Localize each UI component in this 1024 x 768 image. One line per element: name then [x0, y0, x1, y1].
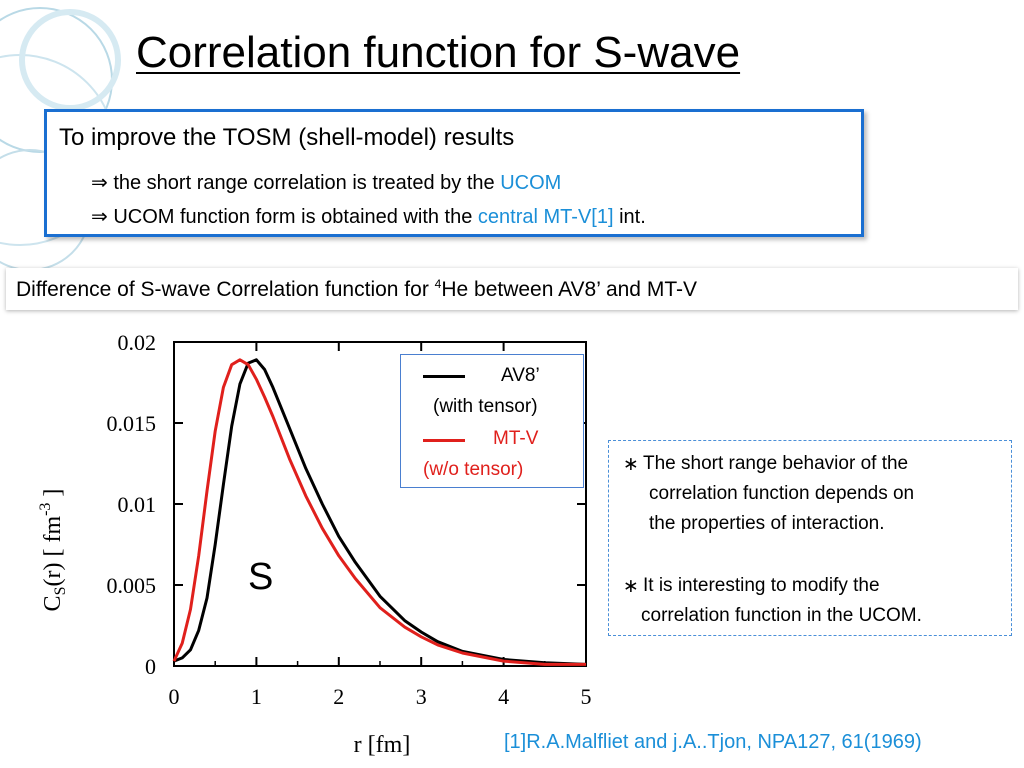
legend-label-mtv: MT-V: [493, 428, 539, 449]
summary-line-3-text: ⇒ UCOM function form is obtained with th…: [91, 206, 478, 228]
y-label-end: ]: [40, 489, 66, 503]
note-2-line-2: correlation function in the UCOM.: [641, 605, 922, 626]
y-tick-label: 0.005: [107, 573, 157, 598]
x-tick-label: 2: [333, 684, 344, 709]
summary-box: To improve the TOSM (shell-model) result…: [44, 109, 864, 237]
y-label-sup: -3: [37, 503, 54, 516]
note-1-line-1: The short range behavior of the: [643, 453, 909, 474]
subtitle-suffix: He between AV8’ and MT-V: [441, 278, 697, 301]
series-line-0: [173, 358, 587, 666]
legend-swatch-mtv: [423, 439, 465, 442]
y-label-sub: S: [52, 587, 69, 596]
legend-sublabel-av8: (with tensor): [433, 396, 538, 417]
note-1-line-2: correlation function depends on: [649, 483, 915, 504]
ucom-highlight: UCOM: [500, 172, 562, 194]
reference-citation: [1]R.A.Malfliet and j.A..Tjon, NPA127, 6…: [504, 731, 922, 753]
note-2-bullet: ∗: [623, 576, 639, 597]
y-tick-label: 0.02: [118, 330, 157, 355]
notes-box: ∗ The short range behavior of the correl…: [608, 440, 1012, 636]
y-tick-label: 0.015: [107, 411, 157, 436]
s-annotation: S: [248, 556, 274, 598]
legend-swatch-av8: [423, 375, 465, 378]
subtitle-text: Difference of S-wave Correlation functio…: [16, 277, 697, 302]
legend-sublabel-mtv: (w/o tensor): [423, 459, 524, 480]
y-tick-label: 0.01: [118, 492, 157, 517]
y-label-main: C: [40, 595, 66, 611]
mtv-highlight: central MT-V[1]: [477, 206, 614, 228]
y-label-rest: (r) [ fm: [40, 516, 66, 587]
note-1-line-3: the properties of interaction.: [649, 513, 885, 534]
x-axis-label: r [fm]: [354, 732, 411, 758]
subtitle-prefix: Difference of S-wave Correlation functio…: [16, 278, 435, 301]
y-axis-label: CS(r) [ fm-3 ]: [37, 489, 69, 612]
series-line-1: [172, 358, 586, 666]
x-tick-label: 3: [416, 684, 427, 709]
summary-line-3: ⇒ UCOM function form is obtained with th…: [91, 204, 646, 229]
page-title: Correlation function for S-wave: [136, 28, 741, 77]
legend-label-av8: AV8’: [501, 365, 540, 386]
chart-legend: AV8’ (with tensor) MT-V (w/o tensor): [400, 354, 584, 488]
summary-line-1: To improve the TOSM (shell-model) result…: [59, 124, 515, 151]
note-2-line-1: It is interesting to modify the: [643, 575, 880, 596]
x-tick-label: 0: [169, 684, 180, 709]
subtitle-banner: Difference of S-wave Correlation functio…: [6, 268, 1018, 310]
summary-line-2: ⇒ the short range correlation is treated…: [91, 170, 561, 195]
y-tick-label: 0: [145, 654, 156, 679]
note-1-bullet: ∗: [623, 454, 639, 475]
summary-line-3-suffix: int.: [613, 206, 646, 228]
x-tick-label: 5: [581, 684, 592, 709]
subtitle-superscript: 4: [434, 277, 442, 291]
summary-line-2-text: ⇒ the short range correlation is treated…: [91, 172, 501, 194]
x-tick-label: 1: [251, 684, 262, 709]
x-tick-label: 4: [498, 684, 509, 709]
